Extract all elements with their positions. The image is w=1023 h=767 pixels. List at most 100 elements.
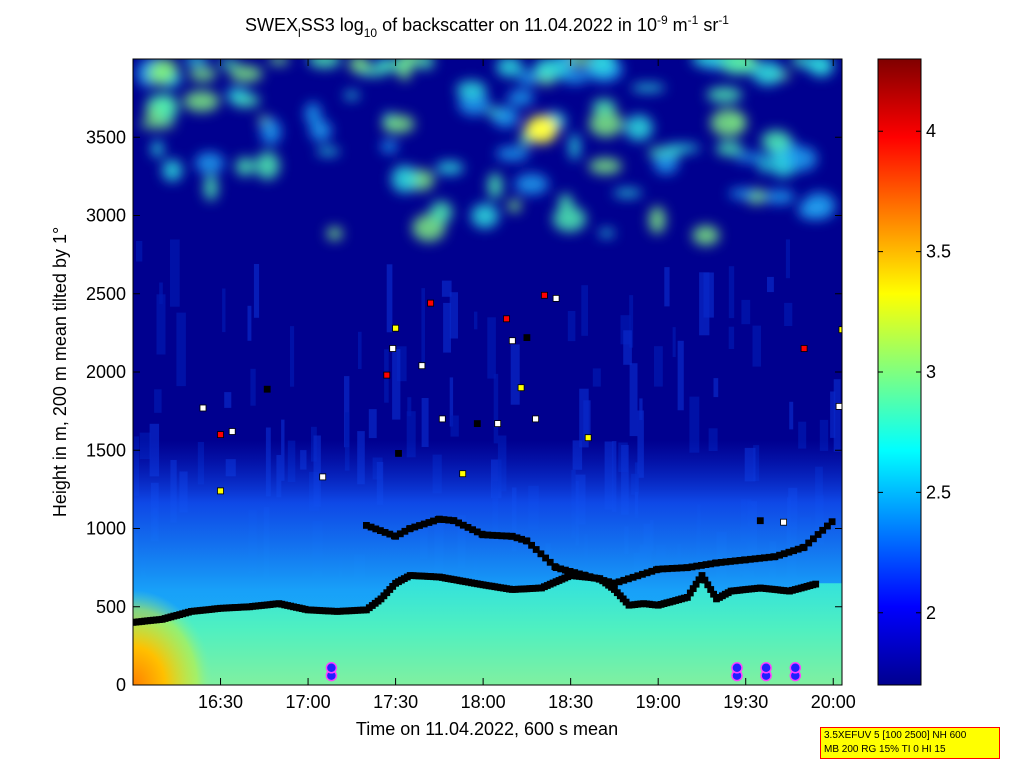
cloud-blob — [398, 63, 411, 81]
texture-streak — [708, 428, 718, 451]
detection-marker — [228, 428, 236, 435]
texture-streak — [767, 276, 774, 293]
layer-marker — [812, 580, 820, 588]
cloud-blob — [183, 90, 220, 112]
texture-streak — [421, 288, 425, 363]
layer-marker — [805, 539, 813, 547]
cloud-blob — [492, 106, 519, 128]
cloud-blob — [316, 147, 340, 156]
layer-marker — [546, 558, 554, 566]
layer-marker — [528, 541, 535, 549]
texture-streak — [358, 331, 362, 369]
layer-marker — [828, 518, 836, 526]
cloud-blob — [561, 69, 589, 85]
cloud-blob — [235, 157, 255, 176]
texture-streak — [487, 317, 496, 379]
cloud-blob — [758, 155, 769, 174]
detection-marker — [389, 345, 397, 352]
info-line-1: 3.5XEFUV 5 [100 2500] NH 600 — [824, 730, 967, 741]
colorbar-tick-label: 3.5 — [926, 242, 951, 262]
layer-marker — [542, 554, 549, 562]
cloud-blob — [429, 201, 453, 224]
texture-streak — [156, 294, 166, 355]
y-axis: 0 500 1000 1500 2000 2500 3000 3500 — [86, 127, 842, 695]
texture-streak — [407, 397, 412, 417]
cloud-blob — [692, 225, 720, 246]
texture-streak — [222, 288, 226, 333]
detection-marker — [756, 517, 764, 525]
cloud-blob — [589, 59, 616, 75]
texture-streak — [510, 344, 520, 405]
detection-marker — [532, 415, 539, 423]
detection-marker — [199, 404, 207, 412]
cloud-blob — [568, 59, 591, 66]
texture-streak — [450, 415, 459, 437]
cloud-blob — [720, 59, 759, 75]
cloud-blob — [706, 87, 743, 103]
detection-marker — [541, 291, 548, 299]
detection-marker — [517, 384, 525, 392]
texture-streak — [253, 264, 260, 318]
texture-streak — [798, 421, 807, 449]
cloud-blob — [613, 188, 642, 198]
texture-streak — [623, 330, 632, 365]
cloud-blob — [184, 59, 209, 66]
cloud-blob — [435, 161, 464, 175]
x-axis: 16:30 17:00 17:30 18:00 18:30 19:00 19:30 20:00 — [198, 59, 856, 712]
detection-marker — [584, 434, 592, 442]
detection-marker — [427, 299, 435, 307]
detection-marker — [459, 470, 467, 478]
info-box: 3.5XEFUV 5 [100 2500] NH 600 MB 200 RG 1… — [820, 727, 1000, 759]
detection-marker — [217, 487, 224, 495]
surface-marker — [760, 662, 772, 674]
detection-marker — [800, 345, 808, 352]
detection-marker — [473, 420, 481, 428]
x-tick-label: 17:30 — [373, 692, 418, 712]
y-tick-label: 3500 — [86, 127, 126, 147]
cloud-blob — [588, 110, 623, 137]
cloud-blob — [631, 83, 666, 92]
x-tick-label: 18:00 — [461, 692, 506, 712]
layer-marker — [523, 537, 531, 545]
surface-marker — [325, 662, 338, 674]
y-tick-label: 2500 — [86, 284, 126, 304]
cloud-blob — [255, 151, 280, 180]
surface-marker — [789, 662, 802, 674]
plot-area — [133, 59, 842, 685]
texture-streak — [819, 419, 829, 451]
cloud-blob — [569, 133, 580, 161]
texture-streak — [789, 401, 794, 430]
detection-marker — [319, 473, 327, 481]
texture-streak — [224, 392, 232, 408]
detection-marker — [418, 362, 426, 370]
cloud-blob — [691, 59, 723, 67]
cloud-blob — [507, 199, 522, 213]
colorbar-tick-label: 4 — [926, 121, 936, 141]
cloud-blob — [304, 102, 321, 126]
texture-streak — [689, 396, 700, 453]
cloud-blob — [761, 130, 791, 152]
texture-streak — [785, 239, 790, 279]
texture-streak — [629, 363, 638, 437]
texture-streak — [703, 272, 714, 318]
cloud-blob — [495, 146, 530, 161]
texture-streak — [344, 376, 350, 448]
texture-streak — [629, 295, 634, 348]
cloud-blob — [309, 120, 332, 142]
cloud-blob — [663, 143, 701, 153]
detection-marker — [780, 518, 787, 526]
texture-streak — [386, 264, 393, 333]
cloud-blob — [226, 87, 249, 102]
texture-streak — [784, 302, 793, 326]
texture-streak — [583, 400, 591, 442]
cloud-blob — [456, 80, 487, 99]
cloud-blob — [710, 109, 747, 137]
texture-streak — [672, 327, 676, 357]
x-tick-label: 17:00 — [286, 692, 331, 712]
texture-streak — [449, 377, 454, 427]
x-tick-label: 16:30 — [198, 692, 243, 712]
cloud-blob — [797, 201, 830, 220]
cloud-blob — [525, 115, 558, 144]
texture-streak — [474, 311, 478, 330]
